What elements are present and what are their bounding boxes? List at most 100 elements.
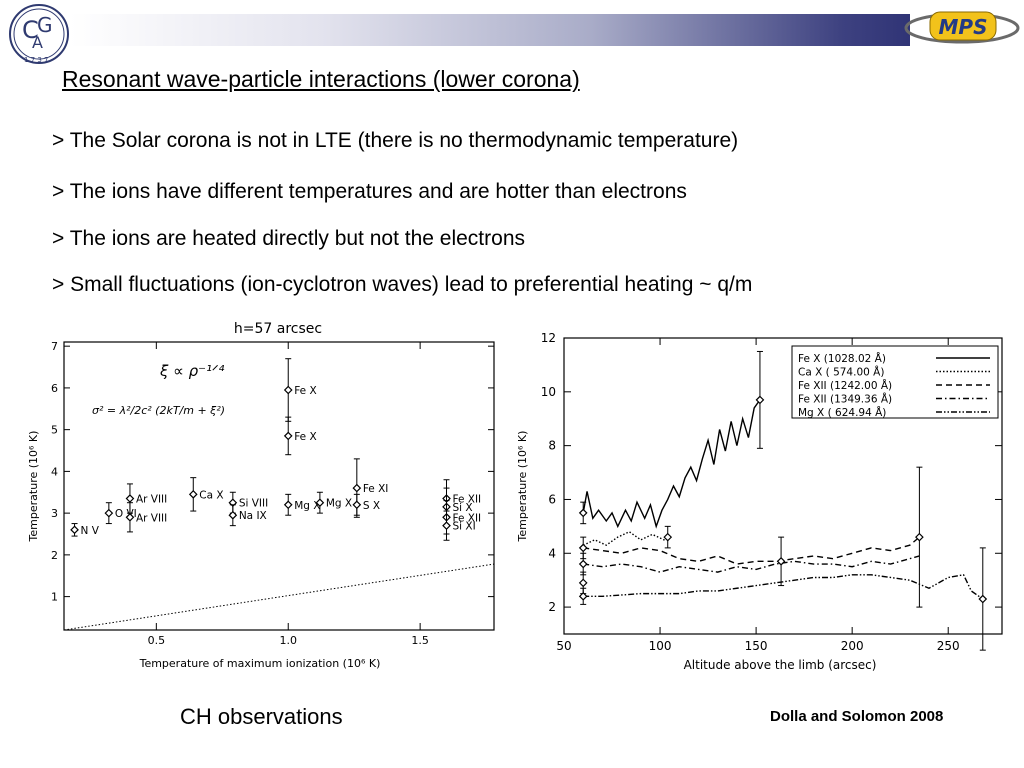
data-point [442,521,451,531]
legend-entry-label: Ca X ( 574.00 Å) [798,366,884,379]
svg-text:G: G [37,13,53,37]
x-tick-label: 150 [745,639,768,653]
y-tick-label: 5 [51,424,58,437]
point-label: Mg X [294,500,320,512]
data-point [578,578,588,588]
point-label: Fe XII [453,512,482,524]
bullet-item: > Small fluctuations (ion-cyclotron wave… [52,273,753,296]
bullet-item: > The ions are heated directly but not t… [52,227,525,250]
plot-area [578,350,988,651]
bullet-item: > The ions have different temperatures a… [52,180,687,203]
data-point [578,543,588,553]
plot-frame [563,337,1003,635]
data-point [915,532,924,542]
legend: Fe X (1028.02 Å)Ca X ( 574.00 Å)Fe XII (… [791,345,999,419]
svg-text:C: C [22,16,39,44]
altitude-temperature-chart: 2 4 6 8 10 12 50 100 150 200 250 Fe X (1028.02 Å)… [516,331,1003,672]
data-point [578,508,588,518]
y-tick-label: 4 [51,465,58,478]
y-tick-label: 6 [51,382,58,395]
x-tick-label: 1.0 [279,634,297,647]
y-tick-label: 2 [548,600,556,614]
y-axis-ticks: 2 4 6 8 10 12 [541,331,1002,614]
point-label: Ar VIII [136,512,167,524]
point-label: Fe XI [363,483,389,495]
legend-entry-label: Fe XII (1349.36 Å) [798,393,892,406]
point-label: Ca X [199,489,223,501]
formula-line-width: σ² = λ²/2c² (2kT/m + ξ²) [92,404,225,417]
point-label: Si VIII [239,498,268,510]
university-seal-logo: C G A 1 7 3 7 [9,4,69,64]
series-line [583,555,920,573]
data-point [283,431,293,441]
x-axis-ticks: 0.5 1.0 1.5 [148,342,429,647]
mps-logo-text: MPS [939,15,988,39]
point-label: Fe X [294,385,316,397]
bullet-item: > The Solar corona is not in LTE (there … [52,129,739,152]
x-tick-label: 200 [841,639,864,653]
data-point [663,532,673,542]
data-point [315,498,325,508]
point-label: Si XI [453,521,476,533]
series-line [582,399,761,529]
data-point [228,510,238,520]
point-label: Fe XII [453,494,482,506]
data-point [776,556,786,566]
y-tick-label: 3 [51,507,58,520]
point-label: Si X [453,502,473,514]
y-tick-label: 4 [548,546,556,560]
plot-frame [63,341,495,631]
x-axis-label: Temperature of maximum ionization (10⁶ K… [139,657,381,670]
y-tick-label: 12 [541,331,556,345]
reference-line-y-equals-x [63,563,495,631]
data-point [283,500,293,510]
series-line [583,536,920,565]
legend-entry-label: Mg X ( 624.94 Å) [798,406,886,419]
y-tick-label: 7 [51,340,58,353]
header-gradient-bar [70,14,910,46]
point-label: S X [363,500,380,512]
x-tick-label: 0.5 [148,634,166,647]
series-line [582,530,670,547]
y-axis-ticks: 1 2 3 4 5 6 7 [51,340,494,604]
data-point [352,483,362,493]
slide-title: Resonant wave-particle interactions (low… [62,66,580,92]
data-point [578,559,588,569]
y-tick-label: 6 [548,492,556,506]
y-axis-label: Temperature (10⁶ K) [27,431,40,543]
x-tick-label: 50 [556,639,571,653]
data-point [70,525,79,535]
citation-reference: Dolla and Solomon 2008 [770,708,944,725]
y-tick-label: 8 [548,439,556,453]
point-label: Mg X [326,498,352,510]
y-tick-label: 1 [51,591,58,604]
data-point [104,508,114,518]
point-label: Na IX [239,510,267,522]
x-axis-ticks: 50 100 150 200 250 [556,338,960,653]
data-point [978,594,988,604]
point-label: O VI [115,508,137,520]
series-line [583,574,984,600]
data-point [578,591,588,601]
data-point [125,512,135,522]
caption-ch-observations: CH observations [180,704,343,729]
data-point [125,494,135,503]
chart-title: h=57 arcsec [234,321,322,337]
svg-text:A: A [32,33,43,52]
y-tick-label: 10 [541,385,556,399]
legend-entry-label: Fe XII (1242.00 Å) [798,379,892,392]
x-tick-label: 1.5 [411,634,429,647]
x-tick-label: 250 [937,639,960,653]
y-tick-label: 2 [51,549,58,562]
x-tick-label: 100 [649,639,672,653]
data-point [283,385,293,395]
data-point [352,500,362,510]
point-label: N V [81,525,100,537]
point-label: Ar VIII [136,494,167,506]
data-point [755,395,765,405]
formula-scaling: ξ ∝ ρ⁻¹ᐟ⁴ [159,362,224,380]
legend-entry-label: Fe X (1028.02 Å) [798,352,886,365]
point-label: Fe X [294,431,316,443]
